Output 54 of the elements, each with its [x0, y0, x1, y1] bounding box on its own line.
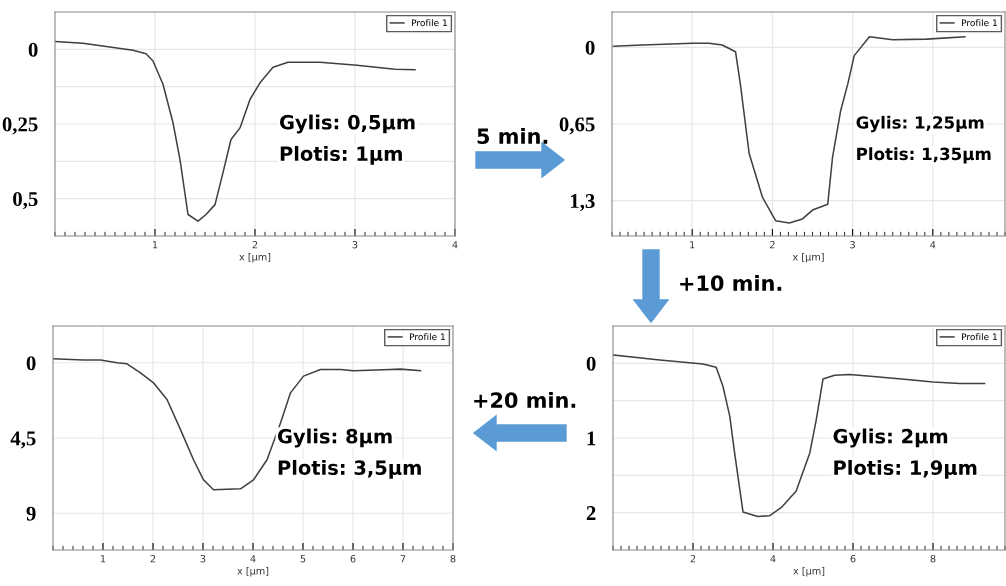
- annotation: Gylis: 1,25µm: [856, 115, 984, 133]
- x-axis-title: x [µm]: [793, 567, 825, 577]
- x-tick-label: 4: [250, 555, 256, 563]
- y-tick-label: 0,25: [2, 117, 38, 135]
- y-tick-label: 0: [585, 40, 595, 55]
- x-tick-label: 4: [770, 555, 776, 563]
- y-tick-label: 0,65: [559, 117, 595, 135]
- x-tick-label: 2: [150, 555, 156, 563]
- text: 5 min.: [477, 127, 548, 145]
- x-axis-title: x [µm]: [792, 253, 824, 263]
- line-series: [55, 40, 416, 222]
- x-tick-label: 2: [690, 555, 696, 563]
- x-tick-label: 7: [400, 555, 406, 563]
- legend-label: Profile 1: [961, 19, 997, 27]
- annotation: Gylis: 2µm: [833, 428, 948, 448]
- y-tick-label: 0,5: [13, 192, 38, 210]
- annotation: Plotis: 1,9µm: [834, 459, 977, 479]
- y-tick-label: 0: [26, 356, 36, 371]
- annotation: Plotis: 3,5µm: [278, 459, 421, 479]
- annotation: Gylis: 8µm: [277, 428, 392, 448]
- x-tick-label: 4: [452, 241, 458, 249]
- x-tick-label: 6: [350, 555, 356, 563]
- x-tick-label: 5: [300, 555, 306, 563]
- x-tick-label: 2: [252, 241, 258, 249]
- y-tick-label: 4,5: [10, 431, 36, 449]
- annotation: Plotis: 1µm: [280, 145, 402, 165]
- line-series: [613, 354, 986, 518]
- x-tick-label: 3: [850, 241, 855, 249]
- x-tick-label: 1: [152, 241, 158, 249]
- y-tick-label: 0: [28, 42, 38, 57]
- x-axis-title: x [µm]: [237, 567, 269, 577]
- x-axis-title: x [µm]: [239, 253, 271, 263]
- x-tick-label: 1: [100, 555, 106, 563]
- x-tick-label: 3: [352, 241, 358, 249]
- annotation: Plotis: 1,35µm: [857, 147, 991, 164]
- x-tick-label: 3: [200, 555, 206, 563]
- x-tick-label: 6: [850, 555, 856, 563]
- y-tick-label: 9: [26, 506, 36, 521]
- legend-label: Profile 1: [409, 333, 445, 341]
- annotation: Gylis: 0,5µm: [279, 114, 415, 134]
- text: +10 min.: [680, 274, 782, 292]
- legend-label: Profile 1: [411, 19, 447, 27]
- text: +20 min.: [474, 391, 576, 409]
- x-tick-label: 4: [930, 241, 936, 249]
- x-tick-label: 2: [770, 241, 775, 249]
- x-tick-label: 1: [690, 241, 695, 249]
- x-tick-label: 8: [450, 555, 456, 563]
- line-series: [53, 357, 422, 491]
- y-tick-label: 0: [586, 356, 596, 371]
- x-tick-label: 8: [930, 555, 936, 563]
- y-tick-label: 1,3: [570, 194, 595, 212]
- y-tick-label: 2: [586, 506, 596, 520]
- y-tick-label: 1: [587, 431, 596, 446]
- legend-label: Profile 1: [961, 333, 997, 341]
